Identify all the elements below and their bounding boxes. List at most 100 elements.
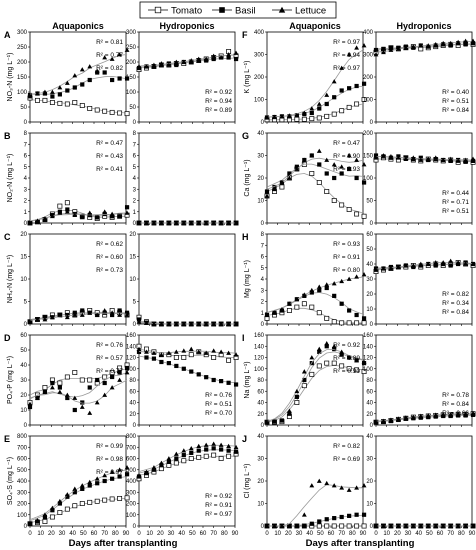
data-point <box>102 55 108 60</box>
y-tick-label: 700 <box>126 445 137 451</box>
data-point <box>188 58 194 63</box>
data-point <box>448 258 454 263</box>
x-tick-label: 10 <box>37 531 44 537</box>
data-point <box>64 392 70 397</box>
data-point <box>196 220 202 225</box>
r2-annotations: R² = 0.76 R² = 0.51 R² = 0.70 <box>205 392 232 417</box>
data-point <box>35 317 40 322</box>
y-tick-label: 6 <box>133 154 137 160</box>
y-tick-label: 500 <box>17 468 28 474</box>
data-point <box>470 410 476 416</box>
y-tick-label: 200 <box>363 131 374 137</box>
data-point <box>309 521 314 526</box>
data-point <box>174 62 179 68</box>
data-point <box>218 55 224 60</box>
x-tick-label: 0 <box>265 531 269 537</box>
data-point <box>233 352 239 357</box>
r2-label: R² = 0.40 <box>442 89 469 96</box>
y-tick-label: 5 <box>24 165 28 171</box>
data-point <box>339 171 344 176</box>
data-point <box>94 498 100 504</box>
data-point <box>110 312 115 318</box>
y-tick-label: 10 <box>257 199 264 205</box>
data-point <box>324 171 329 176</box>
data-point <box>174 363 179 369</box>
r2-label: R² = 0.97 <box>96 469 123 476</box>
data-point <box>102 310 107 315</box>
data-point <box>181 453 186 458</box>
y-axis: 0 100 200 300 400 500 600 700 800 <box>126 434 139 530</box>
data-point <box>35 97 40 103</box>
r2-annotations: R² = 0.92 R² = 0.94 R² = 0.89 <box>205 89 232 114</box>
data-point <box>294 166 300 171</box>
data-point <box>339 65 345 70</box>
data-point <box>388 523 394 528</box>
y-tick-label: 10 <box>366 502 373 508</box>
data-point <box>361 213 367 219</box>
x-tick-label: 20 <box>157 531 164 537</box>
data-point <box>373 267 379 272</box>
data-point <box>346 276 352 281</box>
data-point <box>196 454 202 460</box>
data-point <box>211 220 217 225</box>
data-point <box>346 355 352 360</box>
y-tick-label: 40 <box>366 401 373 407</box>
y-tick-label: 200 <box>254 75 265 81</box>
data-point <box>455 260 461 265</box>
data-point <box>27 220 33 225</box>
data-point <box>203 56 209 61</box>
data-point <box>346 52 352 57</box>
data-point <box>354 157 360 162</box>
data-point <box>189 369 194 374</box>
y-tick-label: 40 <box>129 401 136 407</box>
data-point <box>309 371 315 377</box>
x-tick-label: 20 <box>285 531 292 537</box>
data-point <box>309 116 315 122</box>
data-point <box>87 410 93 415</box>
x-tick-label: 60 <box>91 531 98 537</box>
x-tick-label: 70 <box>101 531 108 537</box>
x-tick-label: 40 <box>415 531 422 537</box>
y-tick-label: 140 <box>363 344 374 350</box>
y-tick-label: 6 <box>261 255 265 261</box>
data-point <box>339 320 345 326</box>
data-point <box>87 499 93 505</box>
panel-letter: I <box>242 333 245 343</box>
data-point <box>272 310 277 315</box>
y-tick-label: 160 <box>254 333 265 339</box>
data-point <box>317 162 322 167</box>
data-point <box>361 162 367 167</box>
r2-label: R² = 0.89 <box>205 107 232 114</box>
data-point <box>331 319 337 325</box>
y-tick-label: 0 <box>261 524 265 530</box>
data-point <box>158 220 164 225</box>
y-tick-label: 0 <box>370 221 374 227</box>
data-point <box>124 370 130 375</box>
data-point <box>294 394 299 399</box>
data-point <box>286 308 292 313</box>
y-tick-label: 30 <box>257 457 264 463</box>
y-tick-label: 30 <box>20 378 27 384</box>
r2-annotations: R² = 0.47 R² = 0.90 R² = 0.93 <box>333 140 360 173</box>
data-point <box>226 52 232 57</box>
data-point <box>42 389 48 394</box>
data-point <box>373 47 379 53</box>
data-point <box>294 304 300 310</box>
data-point <box>226 220 232 225</box>
y-tick-label: 20 <box>129 232 136 238</box>
y-tick-label: 5 <box>133 300 137 306</box>
x-tick-label: 0 <box>137 531 141 537</box>
data-point <box>226 448 231 453</box>
y-tick-label: 10 <box>20 277 27 283</box>
series-lettuce <box>136 319 239 326</box>
series-lettuce <box>264 478 367 528</box>
legend-entry-tomato: Tomato <box>148 6 202 17</box>
data-point <box>403 415 409 420</box>
data-point <box>339 164 345 169</box>
trend-line <box>266 349 365 422</box>
data-point <box>354 101 360 107</box>
y-tick-label: 800 <box>17 434 28 440</box>
data-point <box>94 400 100 405</box>
x-axis <box>266 223 364 225</box>
